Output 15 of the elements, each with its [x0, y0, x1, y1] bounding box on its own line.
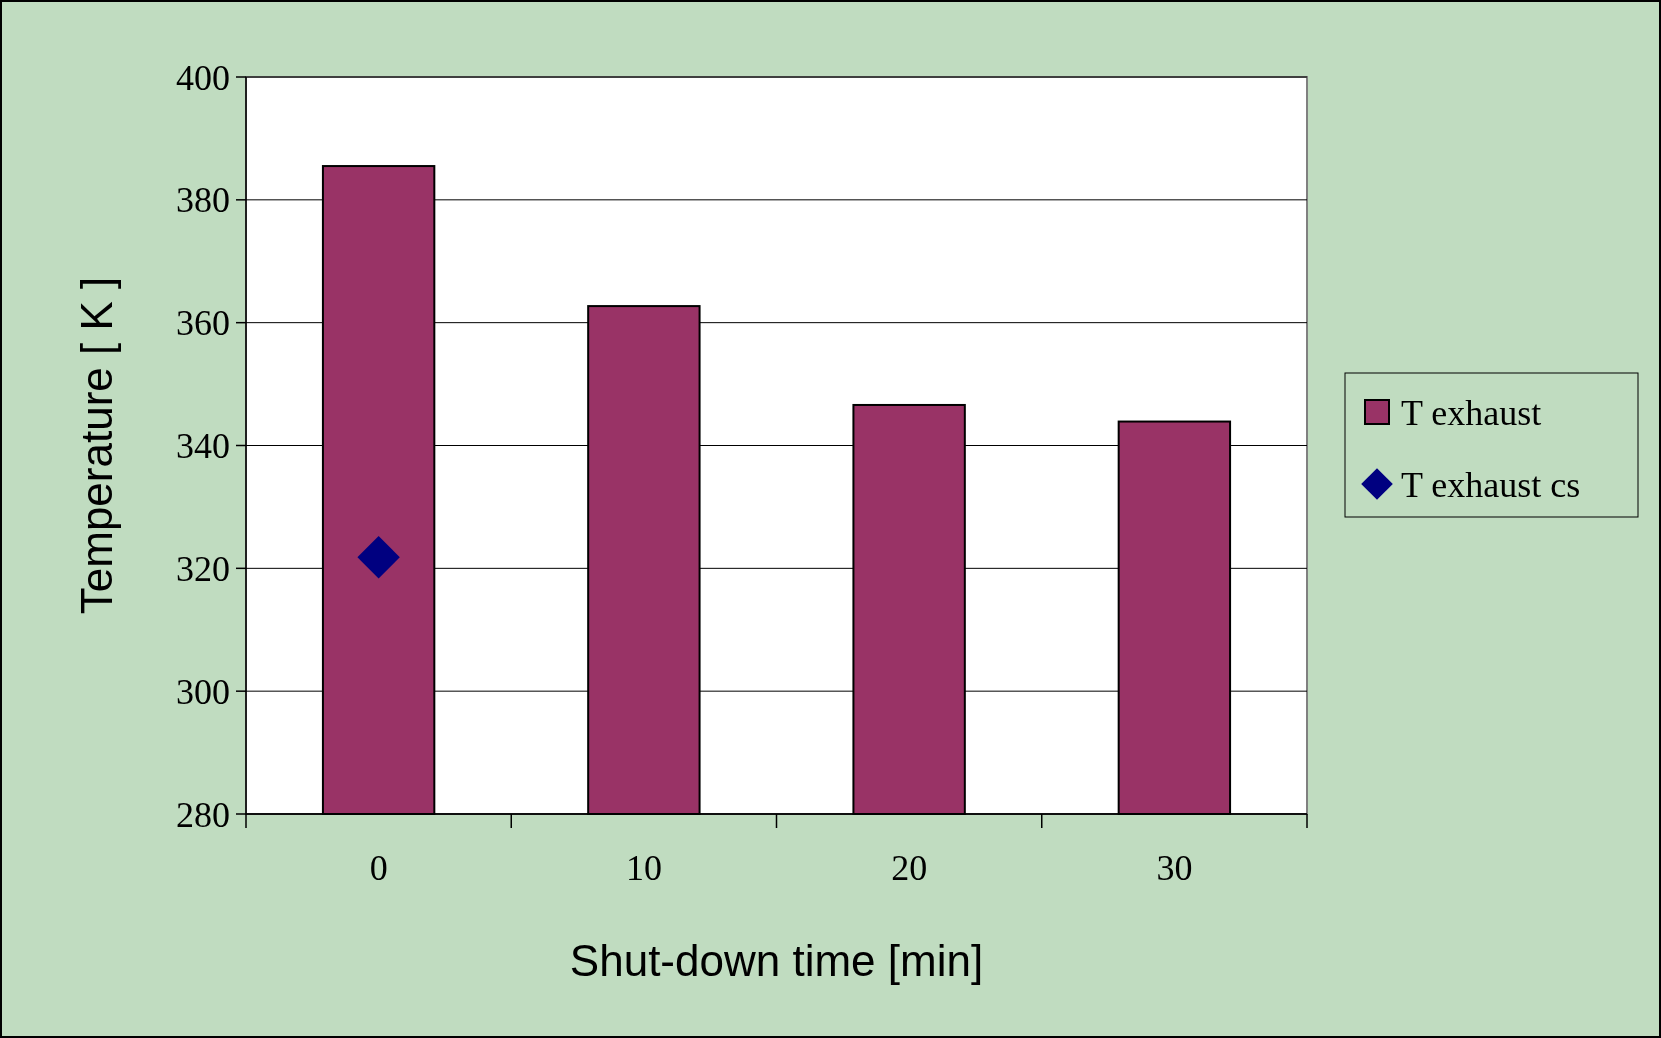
x-tick-label: 10 [625, 848, 662, 888]
x-tick-label: 0 [369, 848, 388, 888]
y-tick-label: 380 [176, 180, 230, 221]
x-axis-title: Shut-down time [min] [569, 936, 984, 985]
y-tick-label: 400 [176, 57, 230, 98]
legend-label: T exhaust cs [1401, 464, 1581, 505]
y-tick-label: 300 [176, 671, 230, 712]
y-axis-title: Temperature [ K ] [72, 276, 121, 615]
y-tick-label: 280 [176, 794, 230, 835]
y-tick-label: 340 [176, 426, 230, 467]
y-tick-label: 320 [176, 548, 230, 589]
x-tick-label: 20 [891, 848, 928, 888]
legend-label: T exhaust [1401, 392, 1542, 433]
y-tick-label: 360 [176, 303, 230, 344]
x-tick-label: 30 [1156, 848, 1193, 888]
